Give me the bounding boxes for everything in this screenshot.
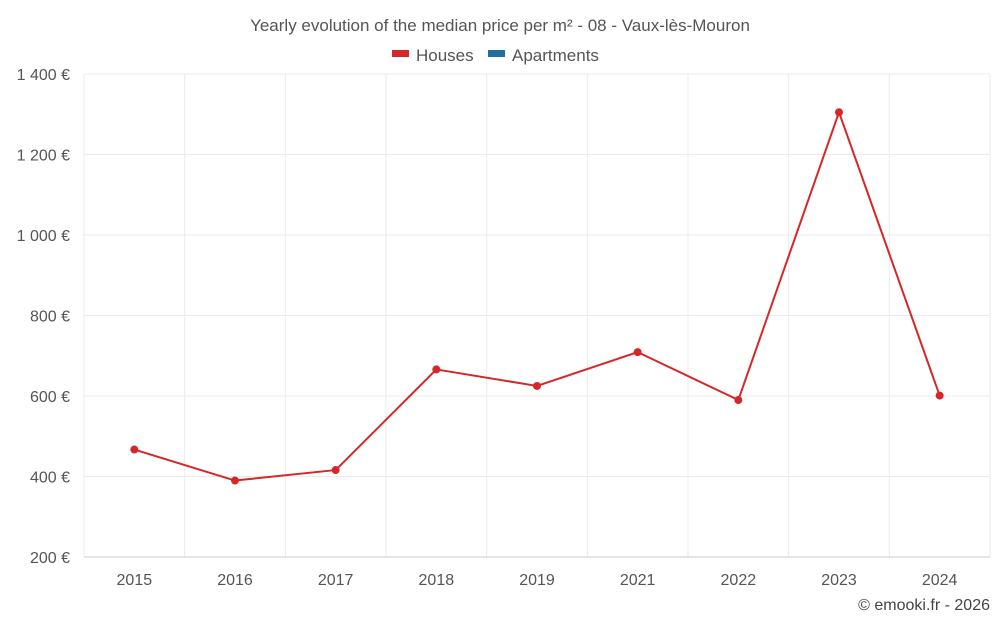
data-point-houses[interactable] bbox=[331, 466, 340, 475]
y-tick-label: 1 200 € bbox=[17, 148, 70, 165]
x-tick-label: 2017 bbox=[318, 572, 354, 589]
data-point-houses[interactable] bbox=[734, 396, 743, 405]
credit-text: © emooki.fr - 2026 bbox=[858, 597, 990, 614]
x-gridlines bbox=[83, 74, 991, 557]
data-point-houses[interactable] bbox=[432, 365, 441, 374]
data-point-houses[interactable] bbox=[130, 445, 139, 454]
x-axis-tick-labels: 2015 2016 2017 2018 2019 2021 2022 2023 2024 bbox=[117, 572, 958, 589]
chart-title: Yearly evolution of the median price per… bbox=[250, 16, 750, 35]
legend-label-houses: Houses bbox=[416, 46, 474, 65]
legend-swatch-houses bbox=[392, 50, 409, 57]
y-tick-label: 800 € bbox=[30, 309, 70, 326]
legend-label-apartments: Apartments bbox=[512, 46, 599, 65]
data-point-houses[interactable] bbox=[633, 348, 642, 357]
x-tick-label: 2022 bbox=[721, 572, 757, 589]
y-tick-label: 1 000 € bbox=[17, 228, 70, 245]
x-tick-label: 2016 bbox=[217, 572, 253, 589]
y-axis-tick-labels: 200 € 400 € 600 € 800 € 1 000 € 1 200 € 1 400 … bbox=[17, 67, 70, 567]
x-tick-label: 2023 bbox=[821, 572, 857, 589]
x-tick-label: 2024 bbox=[922, 572, 958, 589]
x-tick-label: 2019 bbox=[519, 572, 555, 589]
y-tick-label: 400 € bbox=[30, 470, 70, 487]
data-point-houses[interactable] bbox=[533, 381, 541, 390]
legend-item-apartments[interactable]: Apartments bbox=[488, 46, 599, 65]
y-tick-label: 200 € bbox=[30, 550, 70, 567]
data-point-houses[interactable] bbox=[935, 391, 944, 400]
y-tick-label: 600 € bbox=[30, 389, 70, 406]
series-line-houses bbox=[134, 111, 941, 482]
y-gridlines bbox=[84, 73, 990, 558]
x-tick-label: 2018 bbox=[419, 572, 455, 589]
legend: Houses Apartments bbox=[392, 46, 599, 65]
x-tick-label: 2021 bbox=[620, 572, 656, 589]
data-point-houses[interactable] bbox=[231, 476, 239, 485]
y-tick-label: 1 400 € bbox=[17, 67, 70, 84]
series-layer bbox=[130, 108, 944, 485]
x-tick-label: 2015 bbox=[117, 572, 153, 589]
data-point-houses[interactable] bbox=[835, 108, 843, 117]
legend-swatch-apartments bbox=[488, 50, 505, 57]
legend-item-houses[interactable]: Houses bbox=[392, 46, 474, 65]
